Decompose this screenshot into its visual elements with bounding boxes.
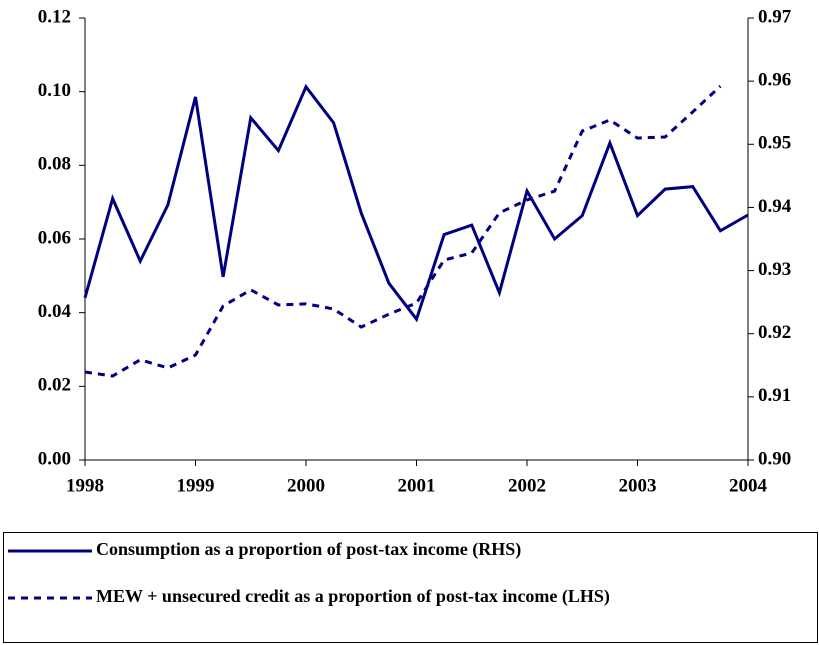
y2-tick-label: 0.97 <box>758 6 792 27</box>
y2-tick-label: 0.94 <box>758 196 792 217</box>
y2-tick-label: 0.95 <box>758 133 791 154</box>
x-tick-label: 1999 <box>177 475 215 496</box>
legend-box <box>3 532 818 643</box>
y-tick-label: 0.04 <box>38 301 72 322</box>
y2-tick-label: 0.91 <box>758 385 791 406</box>
x-tick-label: 1998 <box>66 475 104 496</box>
y2-tick-label: 0.90 <box>758 448 791 469</box>
x-tick-label: 2003 <box>619 475 657 496</box>
legend-label: MEW + unsecured credit as a proportion o… <box>96 586 610 607</box>
y2-tick-label: 0.93 <box>758 259 791 280</box>
x-tick-label: 2001 <box>398 475 436 496</box>
y-tick-label: 0.10 <box>38 80 71 101</box>
y-tick-label: 0.06 <box>38 227 71 248</box>
series-line <box>84 85 722 378</box>
series-line <box>83 83 749 323</box>
y-tick-label: 0.12 <box>38 6 71 27</box>
y-tick-label: 0.02 <box>38 375 71 396</box>
y2-tick-label: 0.96 <box>758 70 791 91</box>
x-tick-label: 2000 <box>287 475 325 496</box>
y2-tick-label: 0.92 <box>758 322 791 343</box>
legend-label: Consumption as a proportion of post-tax … <box>96 539 521 560</box>
y-tick-label: 0.08 <box>38 154 71 175</box>
x-tick-label: 2004 <box>729 475 768 496</box>
y-tick-label: 0.00 <box>38 448 71 469</box>
x-tick-label: 2002 <box>508 475 546 496</box>
